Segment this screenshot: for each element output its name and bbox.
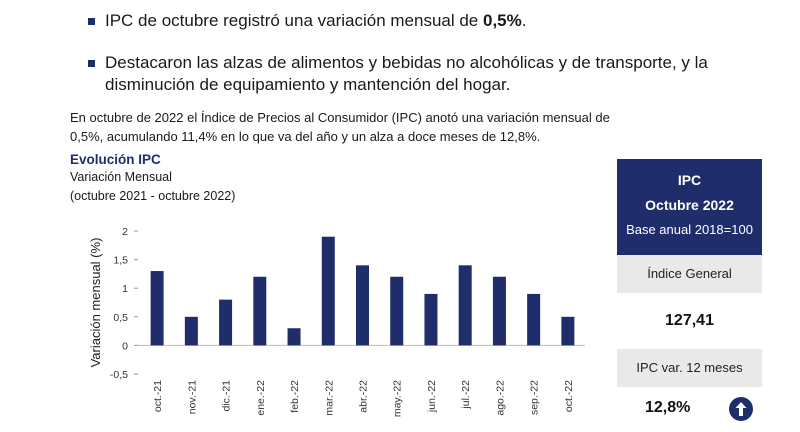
x-tick-label: feb.-22 <box>289 380 301 413</box>
intro-paragraph: En octubre de 2022 el Índice de Precios … <box>70 110 610 144</box>
bar <box>390 276 404 346</box>
y-tick-label: 0,5 <box>113 312 128 324</box>
bar <box>424 293 438 346</box>
y-axis-label: Variación mensual (%) <box>88 238 103 368</box>
index-label: Índice General <box>617 255 762 293</box>
x-tick-label: abr.-22 <box>358 380 370 413</box>
y-tick-label: 1,5 <box>113 255 128 267</box>
bar <box>253 276 267 346</box>
y-tick-label: 0 <box>122 340 128 352</box>
x-tick-label: oct.-21 <box>152 380 164 412</box>
var-row: 12,8% <box>617 387 762 432</box>
bar <box>458 265 472 346</box>
x-tick-label: jul.-22 <box>460 380 472 410</box>
bar <box>219 299 233 346</box>
bullet-text: IPC de octubre registró una variación me… <box>105 11 527 30</box>
bar <box>356 265 369 346</box>
x-tick-label: jun.-22 <box>426 380 438 413</box>
x-tick-label: oct.-22 <box>563 380 575 412</box>
bar <box>287 328 301 346</box>
var-value: 12,8% <box>645 399 691 416</box>
bar <box>321 236 335 346</box>
bullet-square-icon <box>88 18 95 25</box>
panel-period: Octubre 2022 <box>645 197 734 213</box>
y-tick-label: 1 <box>122 283 128 295</box>
var-label: IPC var. 12 meses <box>617 349 762 387</box>
bullet-monthly-variation: IPC de octubre registró una variación me… <box>88 10 748 32</box>
x-tick-label: ago.-22 <box>494 380 506 416</box>
panel-title: IPC <box>677 172 702 188</box>
chart-title: Evolución IPC <box>70 152 161 167</box>
y-tick-label: -0,5 <box>110 369 128 381</box>
bar <box>527 293 541 346</box>
x-tick-label: dic.-21 <box>221 380 233 412</box>
index-value: 127,41 <box>617 293 762 349</box>
panel-header: IPC Octubre 2022 Base anual 2018=100 <box>617 159 762 255</box>
bar <box>561 316 575 346</box>
x-tick-label: mar.-22 <box>323 380 335 416</box>
bar <box>150 271 164 346</box>
bullet-square-icon <box>88 60 95 67</box>
bullet-text: Destacaron las alzas de alimentos y bebi… <box>105 53 708 94</box>
x-tick-label: may.-22 <box>392 380 404 417</box>
bar <box>184 316 198 346</box>
bar <box>492 276 506 346</box>
chart-subtitle: Variación Mensual <box>70 170 172 184</box>
arrow-up-icon <box>729 397 753 421</box>
ipc-summary-panel: IPC Octubre 2022 Base anual 2018=100 Índ… <box>617 159 762 432</box>
bullet-highlights: Destacaron las alzas de alimentos y bebi… <box>88 52 760 96</box>
x-tick-label: sep.-22 <box>529 380 541 415</box>
highlight-value: 0,5% <box>482 11 522 30</box>
x-tick-label: ene.-22 <box>255 380 267 416</box>
x-tick-label: nov.-21 <box>186 380 198 414</box>
chart-date-range: (octubre 2021 - octubre 2022) <box>70 189 236 203</box>
panel-base: Base anual 2018=100 <box>626 222 753 237</box>
y-tick-label: 2 <box>122 226 128 238</box>
